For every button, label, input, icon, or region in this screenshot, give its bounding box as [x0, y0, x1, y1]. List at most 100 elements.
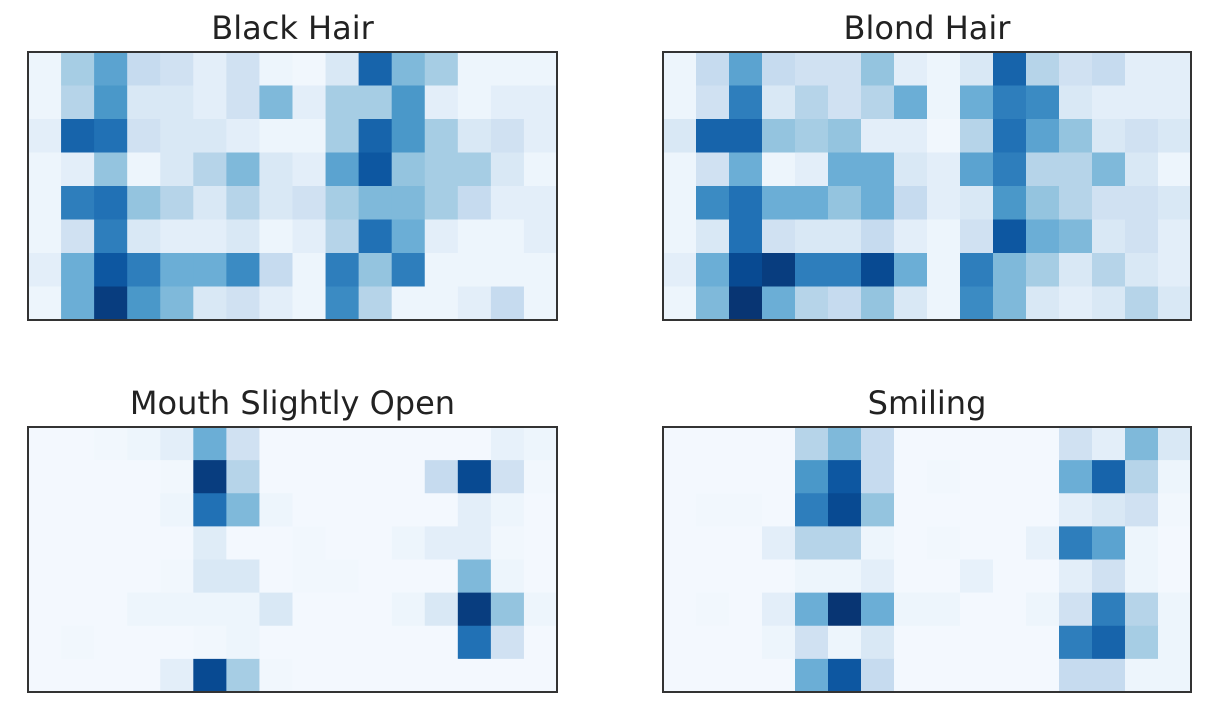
heatmap-cell: [861, 85, 895, 120]
heatmap-cell: [193, 186, 227, 220]
heatmap-cell: [259, 253, 293, 287]
heatmap-cell: [523, 625, 558, 660]
heatmap-cell: [259, 52, 293, 86]
heatmap-cell: [927, 658, 961, 693]
heatmap-cell: [894, 219, 928, 254]
heatmap-cell: [160, 625, 194, 660]
heatmap-cell: [424, 559, 459, 594]
heatmap-cell: [729, 219, 763, 254]
heatmap-cell: [490, 152, 525, 187]
heatmap-cell: [762, 219, 796, 254]
heatmap-cell: [160, 253, 194, 287]
heatmap-cell: [490, 493, 525, 527]
heatmap-cell: [490, 219, 525, 254]
heatmap-cell: [1125, 460, 1159, 494]
heatmap-cell: [828, 286, 862, 321]
heatmap-cell: [160, 427, 194, 461]
heatmap-cell: [762, 253, 796, 287]
heatmap-cell: [1125, 658, 1159, 693]
heatmap-cell: [61, 186, 95, 220]
heatmap-cell: [663, 219, 697, 254]
heatmap-cell: [762, 119, 796, 153]
heatmap-cell: [259, 85, 293, 120]
heatmap-cell: [490, 658, 525, 693]
heatmap-cell: [993, 286, 1027, 321]
heatmap-cell: [1026, 658, 1060, 693]
heatmap-cell: [259, 559, 293, 594]
chart-title: Blond Hair: [844, 9, 1012, 47]
heatmap-cell: [490, 186, 525, 220]
heatmap-cell: [391, 286, 426, 321]
heatmap-cell: [927, 427, 961, 461]
chart-title: Smiling: [868, 384, 987, 422]
heatmap-cell: [762, 592, 796, 627]
heatmap-cell: [523, 592, 558, 627]
heatmap-cell: [828, 119, 862, 153]
heatmap-cell: [1125, 286, 1159, 321]
heatmap-cell: [993, 526, 1027, 560]
heatmap-cell: [828, 526, 862, 560]
heatmap-cell: [1092, 658, 1126, 693]
heatmap-cell: [828, 152, 862, 187]
heatmap-cell: [729, 592, 763, 627]
heatmap-cell: [861, 186, 895, 220]
heatmap-cell: [391, 85, 426, 120]
heatmap-cell: [894, 592, 928, 627]
heatmap-cell: [795, 253, 829, 287]
heatmap-cell: [424, 152, 459, 187]
heatmap-cell: [927, 186, 961, 220]
heatmap-cell: [762, 286, 796, 321]
heatmap-cell: [927, 493, 961, 527]
heatmap-cell: [424, 493, 459, 527]
heatmap-cell: [457, 119, 492, 153]
heatmap-cell: [1059, 559, 1093, 594]
heatmap-cell: [1158, 253, 1192, 287]
heatmap-cell: [226, 286, 260, 321]
heatmap-cell: [927, 559, 961, 594]
heatmap-cell: [894, 253, 928, 287]
heatmap-cell: [696, 427, 730, 461]
heatmap-cell: [391, 186, 426, 220]
heatmap-cell: [1059, 85, 1093, 120]
heatmap-cell: [894, 119, 928, 153]
heatmap-cell: [226, 186, 260, 220]
heatmap-cell: [325, 460, 360, 494]
heatmap-cell: [358, 559, 393, 594]
heatmap-cell: [424, 625, 459, 660]
heatmap-cell: [127, 658, 161, 693]
heatmap-cell: [193, 119, 227, 153]
heatmap-cell: [127, 286, 161, 321]
heatmap-cell: [424, 427, 459, 461]
heatmap-cell: [762, 186, 796, 220]
heatmap-cell: [828, 219, 862, 254]
heatmap-cell: [663, 427, 697, 461]
chart-title: Mouth Slightly Open: [130, 384, 455, 422]
heatmap-cell: [696, 52, 730, 86]
heatmap-cell: [927, 253, 961, 287]
heatmap-cell: [490, 526, 525, 560]
heatmap-cell: [226, 460, 260, 494]
heatmap-cell: [424, 186, 459, 220]
heatmap-cell: [1125, 625, 1159, 660]
heatmap-cell: [292, 625, 327, 660]
heatmap-cell: [861, 460, 895, 494]
heatmap-cell: [325, 625, 360, 660]
heatmap-cell: [1125, 219, 1159, 254]
heatmap-cell: [226, 119, 260, 153]
heatmap-cell: [325, 52, 360, 86]
heatmap-cell: [762, 85, 796, 120]
plot-frame: [27, 51, 558, 321]
heatmap-cell: [729, 253, 763, 287]
heatmap-cell: [193, 253, 227, 287]
heatmap-cell: [490, 460, 525, 494]
heatmap-cell: [1092, 592, 1126, 627]
heatmap-cell: [292, 286, 327, 321]
heatmap-cell: [325, 219, 360, 254]
heatmap-cell: [325, 85, 360, 120]
plot-frame: [662, 51, 1192, 321]
heatmap-cell: [424, 658, 459, 693]
heatmap-cell: [391, 658, 426, 693]
heatmap-cell: [61, 85, 95, 120]
heatmap-cell: [993, 152, 1027, 187]
